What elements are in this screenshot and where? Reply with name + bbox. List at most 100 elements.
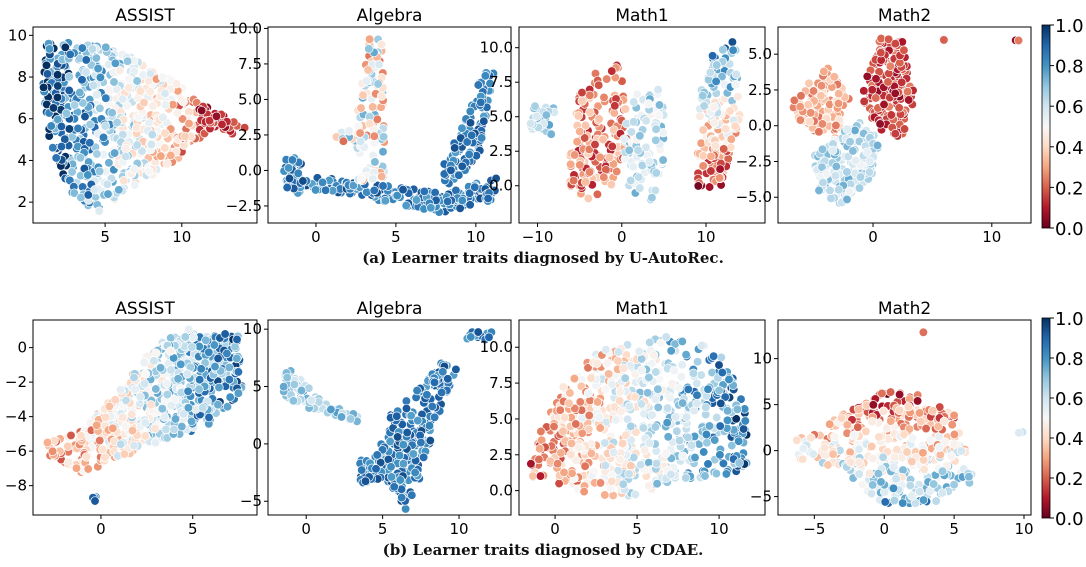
scatter-point bbox=[112, 117, 122, 128]
scatter-point bbox=[558, 382, 568, 392]
scatter-point bbox=[868, 480, 878, 490]
scatter-point bbox=[365, 119, 375, 129]
scatter-point bbox=[586, 448, 597, 459]
scatter-point bbox=[681, 412, 692, 422]
scatter-point bbox=[653, 85, 663, 95]
scatter-point bbox=[617, 438, 628, 449]
scatter-point bbox=[555, 405, 565, 415]
scatter-point bbox=[947, 420, 957, 430]
scatter-point bbox=[170, 414, 181, 424]
scatter-point bbox=[455, 203, 465, 213]
scatter-point bbox=[51, 153, 61, 163]
scatter-point bbox=[422, 390, 432, 400]
scatter-point bbox=[535, 471, 546, 481]
scatter-point bbox=[129, 164, 139, 174]
scatter-point bbox=[899, 429, 909, 440]
scatter-point bbox=[103, 189, 113, 199]
scatter-point bbox=[631, 427, 641, 437]
scatter-point bbox=[635, 131, 645, 141]
scatter-point bbox=[143, 76, 154, 86]
scatter-point bbox=[119, 449, 130, 459]
scatter-point bbox=[75, 87, 85, 98]
axes-frame bbox=[518, 319, 766, 516]
scatter-point bbox=[476, 133, 487, 143]
scatter-point bbox=[162, 379, 172, 389]
scatter-point bbox=[210, 361, 220, 372]
scatter-point bbox=[160, 128, 170, 138]
scatter-point bbox=[408, 449, 418, 459]
scatter-point bbox=[101, 42, 111, 52]
x-tick-label: 5 bbox=[632, 520, 642, 538]
colorbar-gradient bbox=[1041, 24, 1051, 229]
colorbar-tick-label: 0.2 bbox=[1055, 469, 1084, 490]
scatter-point bbox=[604, 152, 615, 163]
scatter-point bbox=[867, 417, 877, 427]
scatter-point bbox=[624, 145, 634, 155]
scatter-point bbox=[636, 365, 647, 375]
scatter-point bbox=[939, 35, 949, 45]
scatter-point bbox=[651, 135, 661, 145]
scatter-point bbox=[465, 106, 475, 117]
scatter-point bbox=[541, 110, 551, 120]
scatter-point bbox=[173, 374, 183, 384]
colorbar-tick-label: 0.4 bbox=[1055, 429, 1084, 450]
scatter-point bbox=[201, 335, 211, 345]
colorbar-tick-label: 0.4 bbox=[1055, 138, 1084, 159]
scatter-point bbox=[697, 340, 707, 351]
scatter-point bbox=[667, 379, 677, 389]
scatter-point bbox=[187, 342, 197, 352]
scatter-point bbox=[427, 401, 437, 412]
scatter-point bbox=[885, 387, 896, 397]
scatter-point bbox=[485, 78, 495, 89]
scatter-point bbox=[792, 435, 802, 445]
scatter-point bbox=[677, 398, 688, 408]
scatter-point bbox=[702, 438, 712, 448]
scatter-point bbox=[224, 374, 235, 385]
scatter-point bbox=[146, 400, 156, 410]
scatter-point bbox=[831, 120, 841, 131]
scatter-point bbox=[484, 332, 494, 342]
scatter-point bbox=[293, 168, 303, 178]
scatter-point bbox=[566, 438, 577, 449]
scatter-point bbox=[904, 95, 914, 105]
scatter-point bbox=[438, 367, 448, 377]
scatter-point bbox=[146, 139, 157, 150]
scatter-point bbox=[416, 437, 426, 448]
scatter-point bbox=[402, 427, 412, 438]
scatter-point bbox=[834, 89, 844, 99]
scatter-point bbox=[602, 358, 613, 368]
scatter-point bbox=[734, 436, 744, 446]
scatter-point bbox=[867, 441, 877, 452]
scatter-point bbox=[101, 412, 111, 422]
scatter-point bbox=[77, 43, 87, 53]
y-tick-label: 2.5 bbox=[748, 81, 772, 99]
scatter-point bbox=[891, 474, 901, 484]
scatter-point bbox=[699, 101, 709, 111]
scatter-point bbox=[56, 121, 67, 132]
scatter-point bbox=[592, 397, 603, 407]
scatter-point bbox=[651, 458, 662, 469]
scatter-point bbox=[66, 430, 76, 441]
scatter-point bbox=[648, 350, 659, 360]
y-tick-label: 5.0 bbox=[489, 108, 513, 126]
x-tick-label: 0 bbox=[96, 520, 106, 538]
scatter-point bbox=[879, 99, 889, 110]
scatter-point bbox=[698, 91, 708, 101]
scatter-point bbox=[196, 364, 206, 374]
scatter-point bbox=[165, 346, 176, 356]
scatter-point bbox=[65, 49, 75, 60]
scatter-point bbox=[213, 353, 223, 364]
scatter-point bbox=[854, 444, 864, 454]
scatter-point bbox=[204, 347, 214, 357]
scatter-point bbox=[282, 372, 292, 383]
scatter-point bbox=[650, 394, 661, 404]
colorbar-tick-label: 0.2 bbox=[1055, 178, 1084, 199]
scatter-point bbox=[107, 108, 117, 118]
y-tick-label: 4 bbox=[17, 151, 27, 169]
scatter-point bbox=[830, 171, 841, 181]
scatter-point bbox=[85, 138, 95, 148]
scatter-point bbox=[693, 181, 703, 191]
scatter-point bbox=[814, 127, 824, 137]
scatter-point bbox=[569, 373, 580, 384]
scatter-point bbox=[678, 451, 688, 461]
